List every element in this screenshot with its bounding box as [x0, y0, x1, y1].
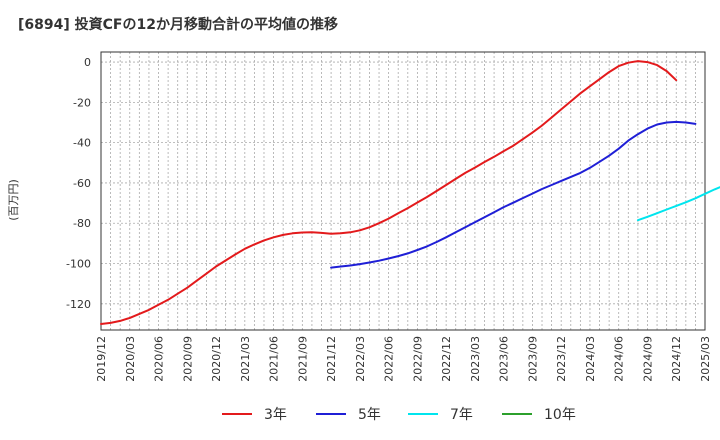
- x-tick-label: 2021/12: [325, 336, 338, 382]
- x-tick-label: 2020/09: [181, 336, 194, 382]
- y-tick-label: -80: [73, 217, 91, 230]
- legend-label-2: 5年: [358, 407, 381, 423]
- legend-label-4: 10年: [544, 407, 576, 423]
- y-axis: 0 -20 -40 -60 -80 -100 -120: [66, 56, 91, 311]
- series-line-1: [100, 60, 678, 325]
- x-tick-label: 2022/12: [440, 336, 453, 382]
- x-tick-label: 2023/12: [555, 336, 568, 382]
- series-line-3: [636, 186, 720, 222]
- x-tick-label: 2022/06: [383, 336, 396, 382]
- x-tick-label: 2019/12: [95, 336, 108, 382]
- y-tick-label: -100: [66, 258, 91, 271]
- y-tick-label: 0: [84, 56, 91, 69]
- x-axis: 2019/12 2020/03 2020/06 2020/09 2020/12 2021/…: [95, 336, 712, 382]
- y-tick-label: -40: [73, 137, 91, 150]
- x-tick-label: 2023/03: [469, 336, 482, 382]
- x-tick-label: 2025/03: [699, 336, 712, 382]
- x-tick-label: 2020/03: [124, 336, 137, 382]
- legend-label-1: 3年: [264, 407, 287, 423]
- x-tick-label: 2024/12: [670, 336, 683, 382]
- x-tick-label: 2024/03: [584, 336, 597, 382]
- series-group: [100, 60, 720, 325]
- plot-frame: [100, 51, 706, 331]
- x-tick-label: 2023/06: [498, 336, 511, 382]
- y-tick-label: -60: [73, 177, 91, 190]
- x-tick-label: 2024/09: [641, 336, 654, 382]
- y-tick-label: -120: [66, 298, 91, 311]
- x-tick-label: 2020/12: [210, 336, 223, 382]
- x-tick-label: 2022/09: [411, 336, 424, 382]
- x-tick-label: 2021/06: [268, 336, 281, 382]
- legend: 3年 5年 7年 10年: [222, 407, 576, 423]
- grid: [101, 52, 705, 330]
- x-tick-label: 2023/09: [526, 336, 539, 382]
- x-tick-label: 2021/03: [239, 336, 252, 382]
- series-line-2: [330, 120, 697, 269]
- y-axis-label: (百万円): [7, 179, 20, 221]
- x-tick-label: 2022/03: [354, 336, 367, 382]
- x-tick-label: 2024/06: [613, 336, 626, 382]
- legend-label-3: 7年: [450, 407, 473, 423]
- chart-title: [6894] 投資CFの12か月移動合計の平均値の推移: [18, 16, 338, 33]
- x-tick-label: 2020/06: [153, 336, 166, 382]
- x-tick-label: 2021/09: [296, 336, 309, 382]
- y-tick-label: -20: [73, 96, 91, 109]
